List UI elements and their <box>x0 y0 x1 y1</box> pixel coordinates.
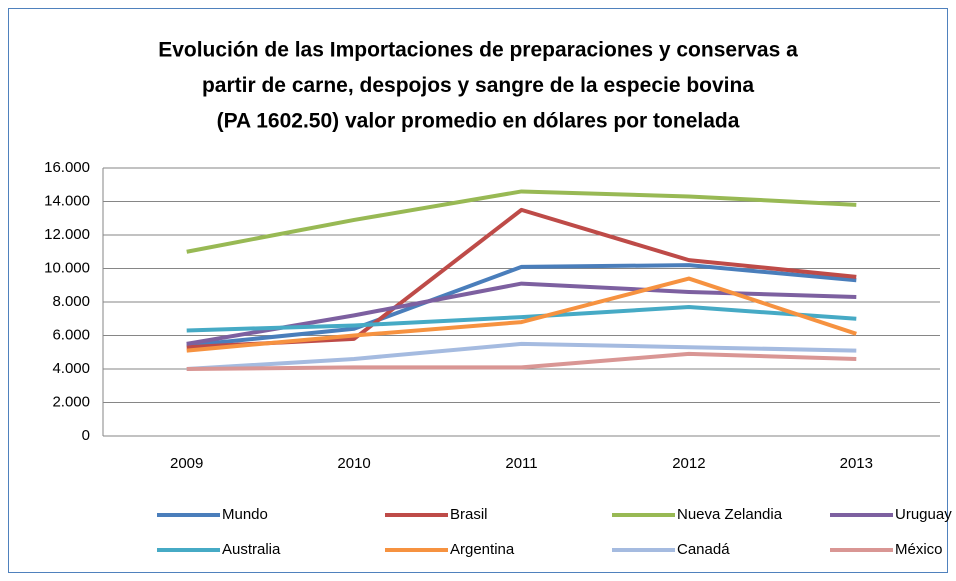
legend-label: Uruguay <box>895 506 952 523</box>
series-line <box>186 281 857 346</box>
x-tick-label: 2009 <box>170 455 203 472</box>
y-tick-label: 16.000 <box>44 159 90 176</box>
y-tick-label: 12.000 <box>44 226 90 243</box>
series-line <box>186 276 857 353</box>
y-tick-label: 8.000 <box>52 293 90 310</box>
series-line <box>186 305 857 333</box>
legend-label: Nueva Zelandia <box>677 506 783 523</box>
x-tick-label: 2010 <box>337 455 370 472</box>
legend-label: Canadá <box>677 541 730 558</box>
x-tick-label: 2012 <box>672 455 705 472</box>
legend-label: Australia <box>222 541 281 558</box>
y-tick-label: 0 <box>82 427 90 444</box>
y-tick-label: 4.000 <box>52 360 90 377</box>
legend-label: Brasil <box>450 506 488 523</box>
legend-label: México <box>895 541 943 558</box>
x-tick-label: 2013 <box>840 455 873 472</box>
legend-label: Argentina <box>450 541 515 558</box>
chart-title: partir de carne, despojos y sangre de la… <box>202 74 754 97</box>
y-tick-label: 14.000 <box>44 192 90 209</box>
chart-title: Evolución de las Importaciones de prepar… <box>158 39 798 62</box>
series-line <box>186 351 857 371</box>
y-tick-label: 10.000 <box>44 259 90 276</box>
series-line <box>186 341 857 371</box>
legend-label: Mundo <box>222 506 268 523</box>
series-line <box>186 263 857 348</box>
y-tick-label: 6.000 <box>52 326 90 343</box>
y-tick-label: 2.000 <box>52 393 90 410</box>
chart-title: (PA 1602.50) valor promedio en dólares p… <box>217 110 740 133</box>
series-line <box>186 189 857 254</box>
x-tick-label: 2011 <box>505 455 537 472</box>
